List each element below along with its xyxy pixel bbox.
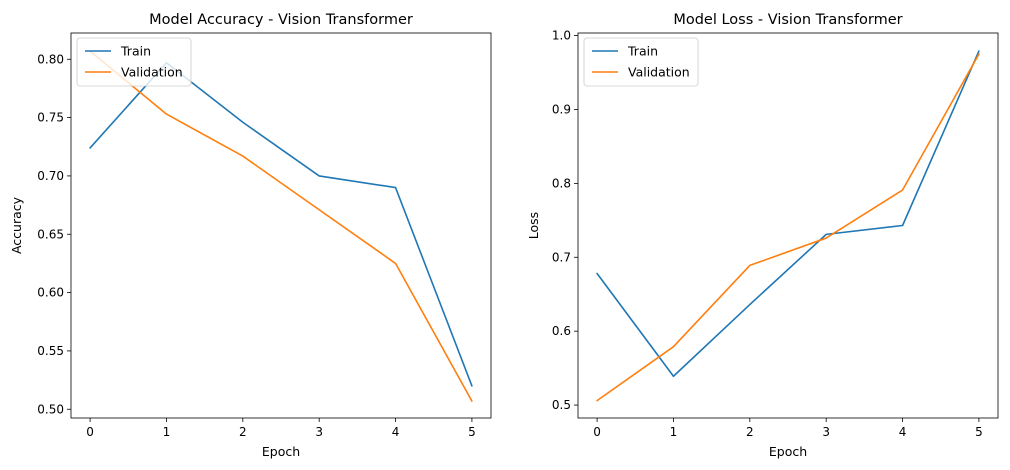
y-axis-label: Accuracy	[9, 196, 24, 254]
x-tick-label: 1	[670, 425, 678, 439]
x-tick-label: 0	[593, 425, 601, 439]
x-tick-label: 4	[392, 425, 400, 439]
y-tick-label: 0.5	[552, 398, 571, 412]
plot-frame	[577, 32, 999, 419]
y-tick-label: 0.65	[37, 227, 64, 241]
y-tick-label: 0.50	[37, 402, 64, 416]
y-tick-label: 0.6	[552, 324, 571, 338]
y-tick-label: 0.8	[552, 176, 571, 190]
chart-title: Model Accuracy - Vision Transformer	[149, 12, 413, 28]
series-line-train	[596, 50, 980, 378]
series-line-train	[89, 61, 473, 387]
x-tick-label: 4	[899, 425, 907, 439]
legend	[583, 37, 699, 87]
x-axis-label: Epoch	[769, 444, 807, 459]
legend-label: Validation	[628, 65, 690, 80]
legend-label: Train	[627, 44, 658, 59]
legend-label: Validation	[121, 65, 183, 80]
x-tick-label: 3	[822, 425, 830, 439]
x-tick-label: 1	[163, 425, 171, 439]
x-tick-label: 2	[239, 425, 247, 439]
y-tick-label: 0.60	[37, 286, 64, 300]
accuracy-chart: Model Accuracy - Vision Transformer 0 1 2 3 4…	[9, 12, 492, 459]
y-tick-label: 0.55	[37, 344, 64, 358]
y-tick-label: 0.7	[552, 250, 571, 264]
x-tick-label: 2	[746, 425, 754, 439]
chart-title: Model Loss - Vision Transformer	[673, 12, 902, 28]
y-tick-label: 0.70	[37, 169, 64, 183]
series-line-validation	[596, 53, 980, 402]
x-tick-label: 3	[315, 425, 323, 439]
legend-label: Train	[120, 44, 151, 59]
y-tick-label: 0.75	[37, 111, 64, 125]
y-tick-label: 0.9	[552, 102, 571, 116]
x-axis-label: Epoch	[262, 444, 300, 459]
x-tick-label: 5	[468, 425, 476, 439]
x-tick-label: 0	[86, 425, 94, 439]
plot-frame	[70, 32, 492, 419]
y-tick-label: 1.0	[552, 29, 571, 43]
x-tick-label: 5	[975, 425, 983, 439]
y-tick-label: 0.80	[37, 52, 64, 66]
y-axis-label: Loss	[526, 212, 541, 239]
loss-chart: Model Loss - Vision Transformer 0 1 2 3 4 5 0.5…	[526, 12, 999, 459]
legend	[76, 37, 192, 87]
series-line-validation	[89, 50, 473, 402]
